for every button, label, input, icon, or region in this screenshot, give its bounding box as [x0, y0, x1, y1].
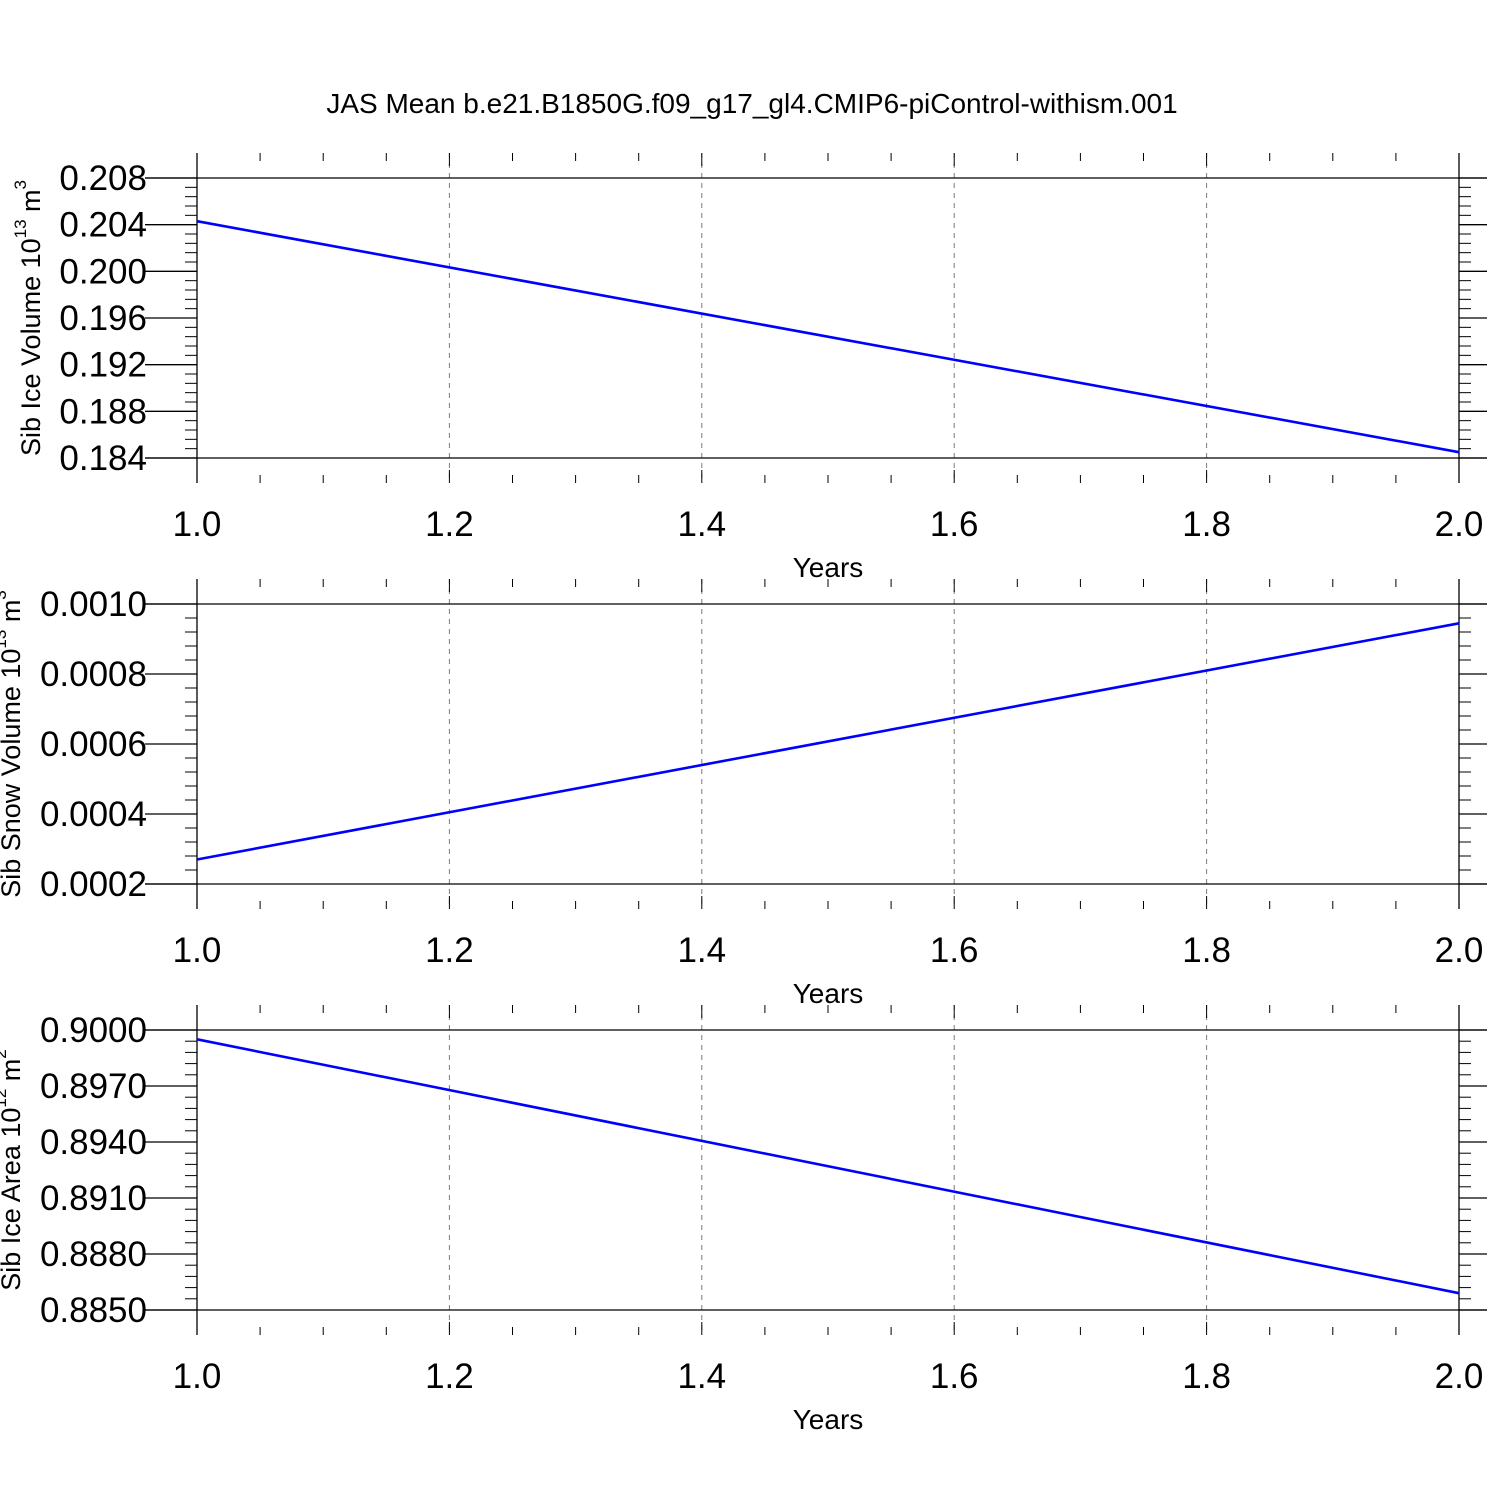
y-axis-title-unit: m	[16, 189, 46, 219]
x-tick-label: 1.0	[173, 1357, 222, 1396]
chart-panel-1: 0.184 0.188 0.192 0.196 0.200 0.204 0.208 1.0 1.…	[11, 153, 1487, 583]
x-tick-label: 1.8	[1182, 505, 1231, 544]
x-tick-label: 1.6	[930, 931, 979, 970]
x-tick-label: 1.6	[930, 505, 979, 544]
y-axis-title-exponent: 13	[0, 630, 10, 649]
x-tick-label: 1.2	[425, 931, 474, 970]
y-tick-label: 0.8910	[40, 1179, 147, 1218]
y-axis-title-exponent: 12	[0, 1089, 10, 1108]
y-tick-label: 0.208	[59, 159, 147, 198]
y-tick-label: 0.8850	[40, 1291, 147, 1330]
chart-title: JAS Mean b.e21.B1850G.f09_g17_gl4.CMIP6-…	[326, 88, 1177, 119]
y-tick-label: 0.8970	[40, 1067, 147, 1106]
y-axis-title-main: Sib Ice Volume 10	[16, 238, 46, 456]
x-tick-label: 1.4	[677, 505, 726, 544]
y-axis-title: Sib Ice Area 1012 m2	[0, 1049, 26, 1291]
y-tick-label: 0.184	[59, 439, 147, 478]
y-tick-label: 0.0004	[40, 795, 147, 834]
y-tick-label: 0.8940	[40, 1123, 147, 1162]
y-axis-title-unit-exponent: 3	[0, 590, 10, 599]
x-axis-title: Years	[793, 552, 864, 583]
y-tick-label: 0.188	[59, 392, 147, 431]
y-tick-label: 0.196	[59, 299, 147, 338]
x-tick-label: 1.8	[1182, 1357, 1231, 1396]
y-tick-label: 0.200	[59, 252, 147, 291]
y-axis-title-exponent: 13	[11, 219, 30, 238]
y-tick-label: 0.8880	[40, 1235, 147, 1274]
y-axis-title: Sib Snow Volume 1013 m3	[0, 590, 26, 898]
y-axis-title: Sib Ice Volume 1013 m3	[11, 180, 46, 456]
y-tick-label: 0.0010	[40, 585, 147, 624]
x-tick-label: 2.0	[1435, 931, 1484, 970]
series-line	[196, 622, 1460, 861]
chart-panel-3: 0.8850 0.8880 0.8910 0.8940 0.8970 0.9000 1.0 1…	[0, 1005, 1487, 1435]
x-axis-title: Years	[793, 978, 864, 1009]
chart-panel-2: 0.0002 0.0004 0.0006 0.0008 0.0010 1.0 1.2 1.4 1…	[0, 579, 1487, 1009]
x-tick-label: 2.0	[1435, 1357, 1484, 1396]
x-tick-label: 1.0	[173, 505, 222, 544]
y-tick-label: 0.0002	[40, 865, 147, 904]
y-tick-label: 0.0008	[40, 655, 147, 694]
y-axis-title-unit: m	[0, 1059, 26, 1089]
x-tick-label: 1.4	[677, 1357, 726, 1396]
series-line	[196, 1038, 1460, 1295]
x-tick-label: 1.2	[425, 1357, 474, 1396]
x-tick-label: 1.0	[173, 931, 222, 970]
x-tick-label: 1.6	[930, 1357, 979, 1396]
x-tick-label: 1.8	[1182, 931, 1231, 970]
y-tick-label: 0.0006	[40, 725, 147, 764]
y-tick-label: 0.204	[59, 206, 147, 245]
y-tick-label: 0.192	[59, 346, 147, 385]
series-line	[196, 219, 1460, 454]
y-axis-title-unit: m	[0, 600, 26, 630]
y-axis-title-main: Sib Snow Volume 10	[0, 649, 26, 898]
y-axis-title-unit-exponent: 3	[11, 180, 30, 189]
y-axis-title-main: Sib Ice Area 10	[0, 1108, 26, 1291]
x-axis-title: Years	[793, 1404, 864, 1435]
y-tick-label: 0.9000	[40, 1011, 147, 1050]
y-axis-title-unit-exponent: 2	[0, 1049, 10, 1058]
x-tick-label: 1.2	[425, 505, 474, 544]
x-tick-label: 2.0	[1435, 505, 1484, 544]
x-tick-label: 1.4	[677, 931, 726, 970]
